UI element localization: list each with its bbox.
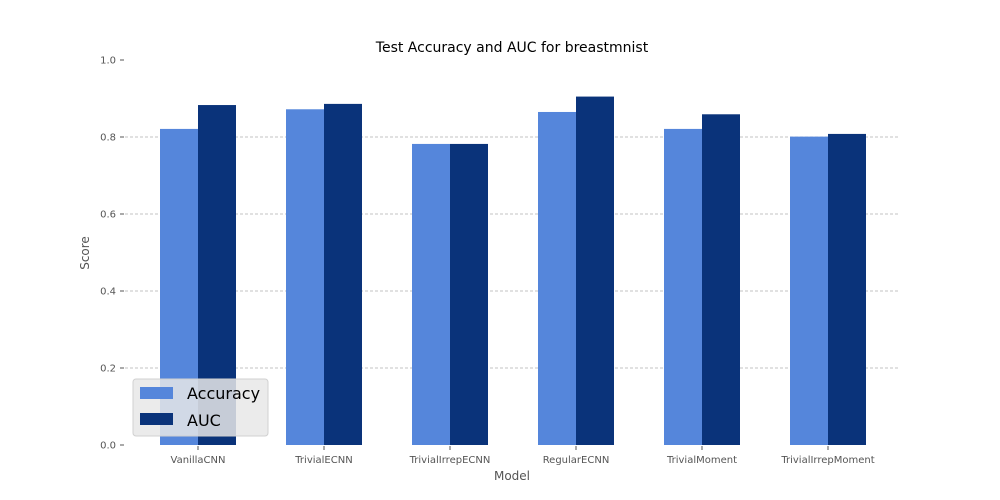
legend-swatch-accuracy	[140, 387, 173, 399]
y-axis: 0.0 0.2 0.4 0.6 0.8 1.0	[100, 56, 124, 452]
y-tick-label: 0.8	[100, 133, 116, 144]
bar-auc-trivialecnn	[324, 103, 362, 445]
bar-accuracy-trivialirrepecnn	[412, 143, 450, 445]
y-tick-label: 0.6	[100, 210, 116, 221]
bars	[160, 96, 866, 446]
bar-accuracy-trivialmoment	[664, 128, 702, 446]
bar-accuracy-trivialirrepmoment	[790, 136, 828, 446]
legend: Accuracy AUC	[132, 378, 269, 437]
y-tick-label: 0.4	[100, 287, 116, 298]
x-axis-label: Model	[494, 469, 530, 483]
x-axis: VanillaCNN TrivialECNN TrivialIrrepECNN Reg…	[171, 446, 875, 466]
x-tick-label: VanillaCNN	[171, 455, 226, 466]
chart-title: Test Accuracy and AUC for breastmnist	[375, 40, 649, 56]
x-tick-label: RegularECNN	[543, 455, 610, 466]
bar-auc-regularecnn	[576, 96, 614, 445]
x-tick-label: TrivialIrrepMoment	[780, 455, 874, 466]
legend-label-auc: AUC	[187, 411, 221, 430]
legend-label-accuracy: Accuracy	[187, 384, 260, 403]
bar-accuracy-regularecnn	[538, 111, 576, 445]
y-axis-label: Score	[78, 236, 92, 270]
legend-swatch-auc	[140, 413, 173, 425]
bar-auc-trivialirrepmoment	[828, 133, 866, 446]
y-tick-label: 0.2	[100, 364, 116, 375]
bar-auc-trivialirrepecnn	[450, 143, 488, 445]
grid-lines	[125, 136, 900, 369]
bar-accuracy-trivialecnn	[286, 109, 324, 445]
y-tick-label: 1.0	[100, 56, 116, 67]
y-tick-label: 0.0	[100, 441, 116, 452]
x-tick-label: TrivialMoment	[666, 455, 737, 466]
bar-auc-trivialmoment	[702, 114, 740, 445]
x-tick-label: TrivialECNN	[294, 455, 352, 466]
x-tick-label: TrivialIrrepECNN	[409, 455, 491, 466]
